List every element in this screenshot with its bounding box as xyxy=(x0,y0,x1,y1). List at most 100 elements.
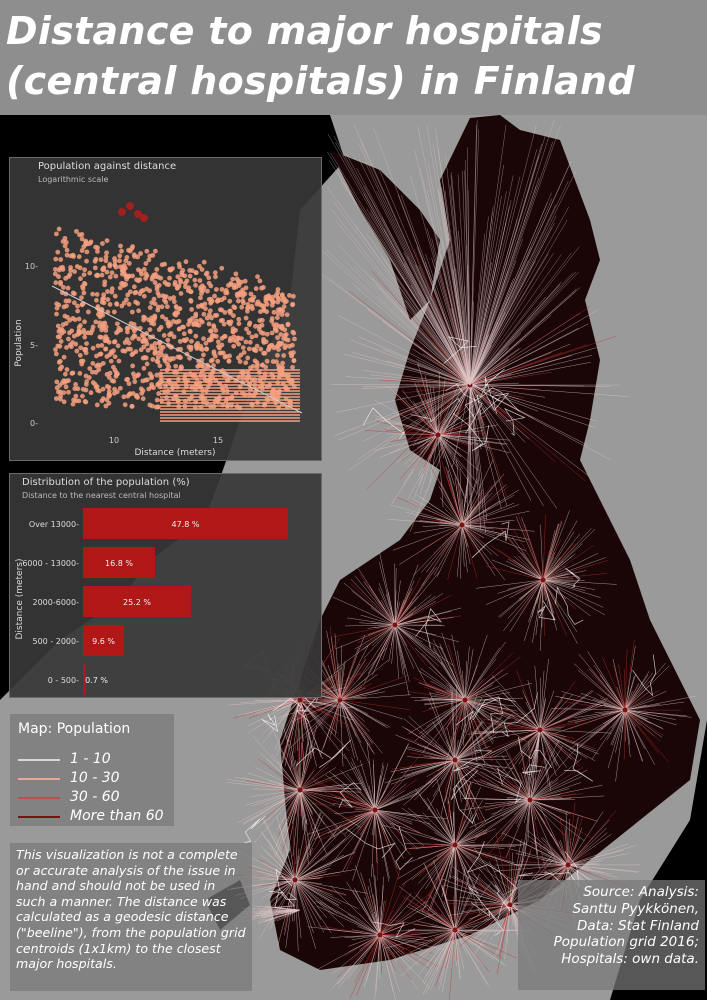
distance-ray xyxy=(299,789,308,825)
distance-ray xyxy=(339,677,368,701)
scatter-point xyxy=(72,317,78,323)
distance-ray xyxy=(437,434,462,458)
municipality-border xyxy=(453,750,493,772)
distance-ray xyxy=(469,384,611,387)
distribution-value-label: 9.6 % xyxy=(92,637,115,646)
distance-ray xyxy=(559,697,626,711)
scatter-point xyxy=(87,366,93,371)
distance-ray xyxy=(277,761,301,791)
scatter-point xyxy=(125,292,131,298)
scatter-point xyxy=(211,363,216,368)
scatter-point xyxy=(53,280,59,286)
scatter-point xyxy=(131,322,137,327)
scatter-point xyxy=(153,404,159,410)
distance-ray xyxy=(465,160,471,386)
distance-ray xyxy=(469,271,579,386)
distance-ray xyxy=(407,746,456,761)
scatter-point xyxy=(55,323,61,329)
scatter-point xyxy=(290,302,295,308)
scatter-point xyxy=(104,250,109,256)
distance-ray xyxy=(437,434,445,456)
distance-ray xyxy=(461,494,515,526)
distance-ray xyxy=(565,811,569,866)
scatter-point xyxy=(183,259,189,265)
scatter-point xyxy=(187,317,193,323)
distance-ray xyxy=(317,925,381,936)
scatter-point xyxy=(242,291,248,297)
scatter-point xyxy=(290,293,296,299)
distance-ray xyxy=(384,759,456,784)
scatter-point xyxy=(253,323,258,329)
distance-ray xyxy=(339,699,371,746)
hospital-marker xyxy=(297,787,303,793)
distance-ray xyxy=(327,187,471,386)
distance-ray xyxy=(595,692,626,711)
scatter-point xyxy=(122,265,128,271)
distance-ray xyxy=(272,879,296,886)
distance-ray xyxy=(501,799,531,835)
scatter-point xyxy=(95,273,101,278)
distance-ray xyxy=(394,580,401,626)
scatter-point xyxy=(154,397,160,403)
scatter-point xyxy=(126,247,131,253)
scatter-point xyxy=(95,362,101,368)
distribution-category-label: 0 - 500- xyxy=(48,676,79,685)
distance-ray xyxy=(539,658,549,731)
scatter-point xyxy=(78,345,84,351)
distance-ray xyxy=(539,694,573,731)
scatter-point xyxy=(90,380,96,385)
distance-ray xyxy=(363,370,471,386)
distance-ray xyxy=(539,729,596,762)
distance-ray xyxy=(529,740,560,801)
distance-ray xyxy=(542,545,594,581)
distance-ray xyxy=(454,751,482,761)
scatter-point xyxy=(213,287,219,292)
distance-ray xyxy=(542,560,608,581)
distance-ray xyxy=(464,699,511,720)
distance-ray xyxy=(294,879,341,904)
distance-ray xyxy=(341,809,376,820)
distance-ray xyxy=(542,539,562,581)
distance-ray xyxy=(610,709,626,746)
distance-ray xyxy=(523,799,531,823)
distance-ray xyxy=(552,708,626,711)
distance-ray xyxy=(299,747,311,791)
distribution-bar xyxy=(83,625,125,656)
distance-ray xyxy=(624,662,666,711)
distance-ray xyxy=(623,709,626,760)
scatter-point xyxy=(249,303,255,309)
distance-ray xyxy=(276,816,296,881)
scatter-point xyxy=(64,247,70,253)
scatter-point xyxy=(208,300,214,306)
distance-ray xyxy=(542,520,578,581)
distance-ray xyxy=(624,690,667,711)
distance-ray xyxy=(461,504,520,526)
scatter-point xyxy=(140,339,146,344)
distance-ray xyxy=(363,624,396,659)
scatter-point xyxy=(235,293,241,299)
scatter-point xyxy=(76,316,82,322)
distance-ray xyxy=(437,434,508,445)
scatter-point xyxy=(145,347,151,353)
distance-ray xyxy=(624,709,655,765)
legend-item-30-60: 30 - 60 xyxy=(18,789,174,807)
scatter-point xyxy=(84,341,89,347)
scatter-point xyxy=(83,240,89,245)
scatter-point xyxy=(193,270,199,276)
distance-ray xyxy=(424,261,471,386)
distance-ray xyxy=(464,647,500,701)
distance-ray xyxy=(494,856,511,906)
distance-ray xyxy=(542,579,601,598)
scatter-point xyxy=(96,367,102,373)
distance-ray xyxy=(564,833,569,866)
distance-ray xyxy=(359,573,396,626)
distance-ray xyxy=(374,809,416,850)
distance-ray xyxy=(529,798,572,801)
hospital-marker xyxy=(565,862,571,868)
distance-ray xyxy=(526,767,531,801)
distance-ray xyxy=(394,624,404,675)
distance-ray xyxy=(624,709,659,754)
municipality-border xyxy=(452,764,480,824)
distance-ray xyxy=(299,742,302,791)
distance-ray xyxy=(464,672,508,701)
